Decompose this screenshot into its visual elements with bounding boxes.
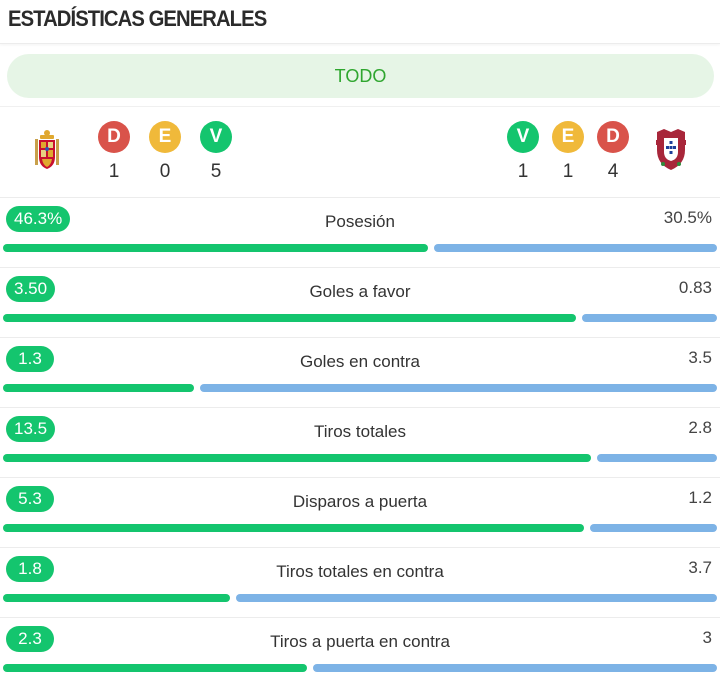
home-stat-bar (3, 594, 230, 602)
home-stat-value: 46.3% (6, 206, 71, 232)
stat-row: 1.8 Tiros totales en contra 3.7 (0, 548, 720, 618)
win-badge: V (507, 121, 539, 153)
away-stat-value: 3 (702, 628, 712, 647)
stat-label: Goles en contra (299, 352, 420, 371)
draw-badge: E (552, 121, 584, 153)
stat-label: Tiros totales (314, 422, 406, 441)
away-record-wins: V 1 (507, 121, 539, 183)
draw-badge: E (149, 121, 181, 153)
home-stat-value: 1.3 (6, 346, 54, 372)
stat-row: 3.50 Goles a favor 0.83 (0, 268, 720, 338)
away-stat-value: 3.5 (688, 348, 712, 367)
defeat-count: 1 (108, 161, 120, 182)
spain-crest-icon (35, 130, 59, 169)
stat-row: 2.3 Tiros a puerta en contra 3 (0, 618, 720, 677)
draw-count: 1 (562, 161, 574, 182)
filter-all-button[interactable]: TODO (7, 54, 714, 98)
draw-count: 0 (159, 161, 171, 182)
stats-header: ESTADÍSTICAS GENERALES (0, 0, 720, 44)
stat-row: 5.3 Disparos a puerta 1.2 (0, 478, 720, 548)
away-record-defeats: D 4 (597, 121, 629, 183)
home-stat-bar (3, 524, 584, 532)
away-stat-bar (582, 314, 717, 322)
away-stat-value: 0.83 (678, 278, 712, 297)
stat-row: 13.5 Tiros totales 2.8 (0, 408, 720, 478)
win-badge: V (200, 121, 232, 153)
away-stat-value: 1.2 (688, 488, 712, 507)
home-stat-bar (3, 244, 428, 252)
away-stat-bar (236, 594, 717, 602)
home-stat-value: 5.3 (6, 486, 54, 512)
teams-summary: D 1 E 0 V 5 V 1 E 1 D 4 (0, 106, 720, 198)
home-stat-value: 3.50 (6, 276, 56, 302)
defeat-count: 4 (607, 161, 619, 182)
win-count: 1 (517, 161, 529, 182)
away-stat-bar (313, 664, 717, 672)
home-record-draws: E 0 (149, 121, 181, 183)
away-stat-bar (590, 524, 717, 532)
away-stat-bar (200, 384, 717, 392)
home-stat-value: 1.8 (6, 556, 54, 582)
away-stat-value: 30.5% (663, 208, 712, 227)
stat-label: Tiros totales en contra (276, 562, 444, 581)
home-stat-bar (3, 384, 194, 392)
section-title: ESTADÍSTICAS GENERALES (8, 6, 267, 31)
stats-list: 46.3% Posesión 30.5% 3.50 Goles a favor 0.83 1… (0, 198, 720, 677)
home-stat-bar (3, 664, 307, 672)
home-record-wins: V 5 (200, 121, 232, 183)
win-count: 5 (210, 161, 222, 182)
filter-label: TODO (334, 66, 387, 86)
portugal-crest-icon (656, 129, 686, 170)
home-stat-value: 2.3 (6, 626, 54, 652)
away-stat-bar (434, 244, 717, 252)
away-stat-value: 3.7 (688, 558, 712, 577)
home-stat-value: 13.5 (6, 416, 56, 442)
away-record-draws: E 1 (552, 121, 584, 183)
home-stat-bar (3, 314, 576, 322)
home-record-defeats: D 1 (98, 121, 130, 183)
stat-label: Posesión (325, 212, 395, 231)
stat-label: Goles a favor (309, 282, 411, 301)
defeat-badge: D (98, 121, 130, 153)
stat-label: Tiros a puerta en contra (270, 632, 450, 651)
stat-label: Disparos a puerta (292, 492, 428, 511)
away-stat-value: 2.8 (688, 418, 712, 437)
defeat-badge: D (597, 121, 629, 153)
stat-row: 1.3 Goles en contra 3.5 (0, 338, 720, 408)
stat-row: 46.3% Posesión 30.5% (0, 198, 720, 268)
away-stat-bar (597, 454, 717, 462)
home-stat-bar (3, 454, 591, 462)
